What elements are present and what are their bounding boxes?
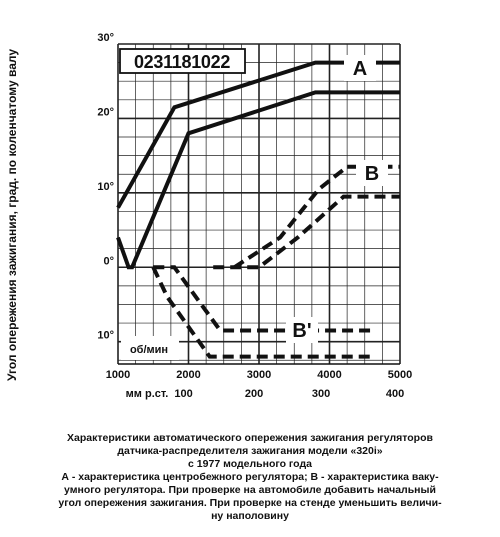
- rpm-unit-label: об/мин: [130, 344, 168, 356]
- x-tick-label-vacuum: 300: [312, 388, 330, 400]
- series-label-b: B: [365, 163, 379, 185]
- series-label-b-prime: B': [292, 320, 311, 342]
- caption-line: Характеристики автоматического опережени…: [67, 432, 433, 444]
- series-line-unnamed: [213, 194, 400, 270]
- caption-line: А - характеристика центробежного регулят…: [61, 471, 439, 483]
- caption-line: угол опережения зажигания. При проверке …: [58, 497, 442, 509]
- caption-line: умного регулятора. При проверке на автом…: [64, 484, 436, 496]
- caption-line: датчика-распределителя зажигания модели …: [117, 445, 383, 457]
- y-tick-label: 20°: [97, 106, 114, 118]
- x-tick-label-rpm: 4000: [317, 369, 341, 381]
- vacuum-unit-label: мм р.ст.: [126, 388, 169, 400]
- x-tick-label-vacuum: 100: [174, 388, 192, 400]
- series-label-b-bg: [356, 160, 388, 186]
- x-tick-label-rpm: 2000: [176, 369, 200, 381]
- ignition-advance-chart: Угол опережения зажигания, град. по коле…: [5, 32, 412, 400]
- tick-labels: 30° 20° 10° 0° 10° 1000 2000 3000 4000 5000 100 200…: [97, 32, 412, 400]
- part-number-frame: [119, 48, 246, 74]
- x-tick-label-vacuum: 200: [245, 388, 263, 400]
- x-tick-label-rpm: 5000: [388, 369, 412, 381]
- x-tick-label-vacuum: 400: [386, 388, 404, 400]
- caption-line: с 1977 модельного года: [188, 458, 312, 470]
- x-tick-label-rpm: 3000: [247, 369, 271, 381]
- series-line-b-prime: [153, 265, 372, 333]
- caption-line: ну наполовину: [211, 510, 289, 522]
- y-tick-label: 30°: [97, 32, 114, 44]
- rpm-unit-box: об/мин: [121, 336, 179, 360]
- figure-caption: Характеристики автоматического опережени…: [0, 432, 500, 523]
- series-label-b-prime-bg: [286, 317, 318, 343]
- y-axis-label: Угол опережения зажигания, град. по коле…: [5, 49, 19, 381]
- rpm-unit-frame: [121, 336, 179, 360]
- series-label-a-bg: [344, 55, 376, 81]
- series-line-unnamed: [116, 90, 400, 270]
- series-label-a: A: [353, 58, 367, 80]
- x-tick-label-rpm: 1000: [106, 369, 130, 381]
- y-tick-label: 0°: [103, 255, 114, 267]
- y-tick-label: 10°: [97, 181, 114, 193]
- series-line-unnamed: [151, 266, 372, 359]
- part-number: 0231181022: [134, 52, 230, 72]
- y-tick-label: 10°: [97, 330, 114, 342]
- part-number-box: 0231181022: [119, 48, 246, 74]
- series-layer: A B B': [116, 55, 400, 359]
